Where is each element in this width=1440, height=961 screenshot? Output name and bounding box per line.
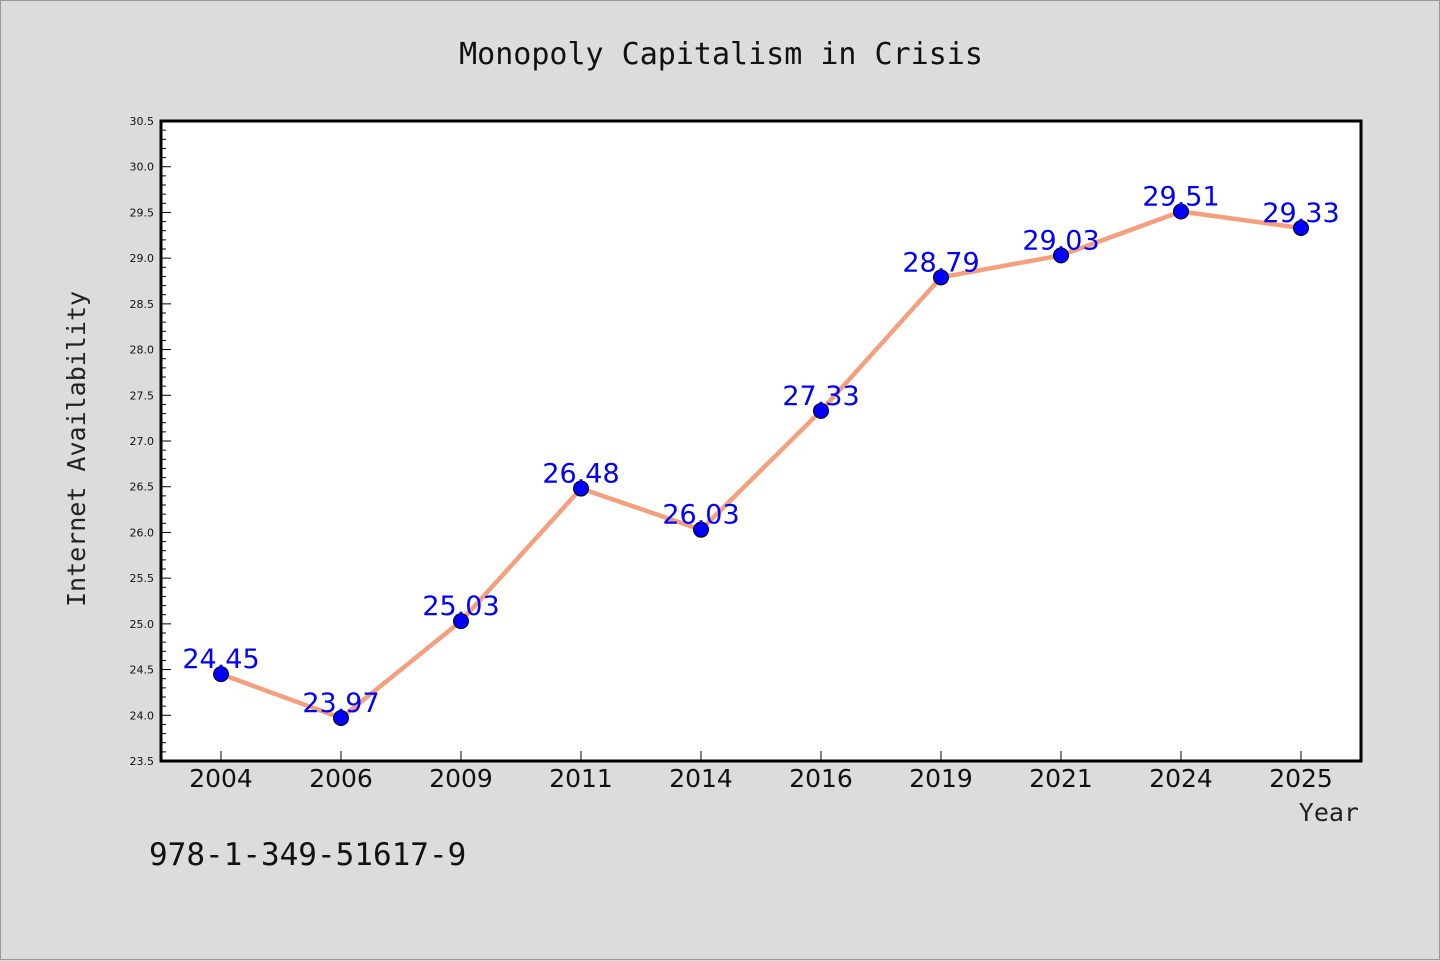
data-label: 28.79: [902, 247, 979, 278]
y-tick-label: 29.0: [130, 252, 155, 265]
y-tick-label: 26.5: [130, 481, 155, 494]
data-label: 29.33: [1262, 198, 1339, 229]
data-point: [1173, 203, 1189, 220]
y-tick-label: 23.5: [130, 755, 155, 768]
x-tick-label: 2019: [909, 764, 973, 793]
y-tick-label: 29.5: [130, 206, 155, 219]
y-tick-label: 28.0: [130, 344, 155, 357]
data-point: [573, 480, 589, 497]
data-label: 26.48: [542, 459, 619, 490]
data-point: [453, 613, 469, 630]
x-tick-label: 2014: [669, 764, 733, 793]
data-point: [933, 269, 949, 286]
data-label: 25.03: [422, 591, 499, 622]
y-tick-label: 28.5: [130, 298, 155, 311]
x-tick-label: 2011: [549, 764, 613, 793]
y-tick-label: 24.0: [130, 709, 155, 722]
data-point: [1053, 247, 1069, 264]
data-label: 29.51: [1142, 182, 1219, 213]
data-point: [333, 710, 349, 727]
series-line: [218, 209, 1304, 721]
y-tick-label: 30.0: [130, 161, 155, 174]
y-tick-label: 27.0: [130, 435, 155, 448]
x-tick-label: 2025: [1269, 764, 1333, 793]
x-tick-label: 2016: [789, 764, 853, 793]
y-axis-label: Internet Availability: [62, 291, 91, 607]
data-label: 29.03: [1022, 225, 1099, 256]
data-label: 24.45: [182, 644, 259, 675]
y-tick-label: 24.5: [130, 664, 155, 677]
data-point: [1293, 219, 1309, 236]
x-tick-label: 2024: [1149, 764, 1213, 793]
data-label: 26.03: [662, 500, 739, 531]
data-label: 27.33: [782, 381, 859, 412]
isbn-annotation: 978-1-349-51617-9: [149, 837, 466, 873]
data-point: [813, 402, 829, 419]
plot-area: [159, 119, 1363, 763]
y-axis: 23.5 24.0 24.5 25.0 25.5 26.0 26.5 27.0 27.5 28.0…: [130, 115, 171, 768]
y-tick-label: 30.5: [130, 115, 155, 128]
x-tick-label: 2021: [1029, 764, 1093, 793]
chart-title: Monopoly Capitalism in Crisis: [459, 37, 983, 72]
x-axis: 2004 2006 2009 2011 2014 2016 2019 2021 2024 2025: [189, 751, 1333, 793]
x-tick-label: 2004: [189, 764, 253, 793]
y-tick-label: 25.0: [130, 618, 155, 631]
y-tick-label: 25.5: [130, 572, 155, 585]
x-tick-label: 2009: [429, 764, 493, 793]
y-tick-label: 26.0: [130, 526, 155, 539]
x-axis-label: Year: [1299, 798, 1359, 827]
data-label: 23.97: [302, 688, 379, 719]
series-group: 24.45 23.97 25.03 26.48 26.03 27.33 28.79 29.03…: [182, 182, 1340, 727]
x-tick-label: 2006: [309, 764, 373, 793]
y-tick-label: 27.5: [130, 389, 155, 402]
data-point: [693, 521, 709, 538]
data-point: [213, 666, 229, 683]
